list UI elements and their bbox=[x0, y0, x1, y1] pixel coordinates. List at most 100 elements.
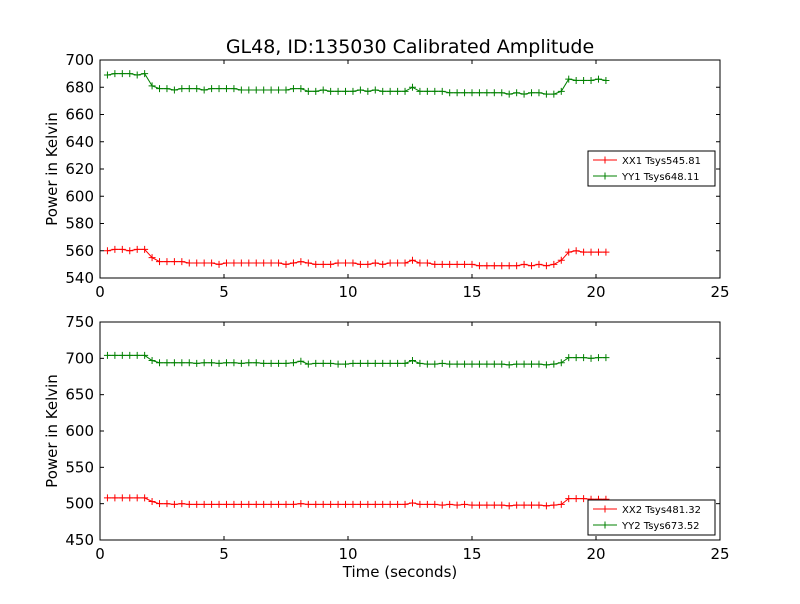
data-point bbox=[423, 259, 431, 267]
y-tick-label: 700 bbox=[65, 349, 94, 367]
data-point bbox=[319, 359, 327, 367]
data-point bbox=[215, 260, 223, 268]
data-point bbox=[557, 256, 565, 264]
y-tick-label: 500 bbox=[65, 495, 94, 513]
data-point bbox=[408, 83, 416, 91]
data-point bbox=[185, 85, 193, 93]
chart-title: GL48, ID:135030 Calibrated Amplitude bbox=[226, 36, 594, 58]
data-point bbox=[148, 357, 156, 365]
data-point bbox=[408, 256, 416, 264]
data-point bbox=[156, 500, 164, 508]
x-tick-label: 10 bbox=[338, 545, 357, 563]
data-point bbox=[252, 259, 260, 267]
legend-marker bbox=[601, 156, 609, 164]
data-point bbox=[386, 359, 394, 367]
data-point bbox=[461, 260, 469, 268]
data-point bbox=[438, 359, 446, 367]
data-point bbox=[215, 85, 223, 93]
y-axis-label: Power in Kelvin bbox=[43, 112, 61, 226]
data-point bbox=[379, 359, 387, 367]
data-point bbox=[490, 360, 498, 368]
data-point bbox=[446, 360, 454, 368]
data-point bbox=[312, 87, 320, 95]
data-point bbox=[245, 86, 253, 94]
data-point bbox=[446, 500, 454, 508]
data-point bbox=[587, 248, 595, 256]
data-point bbox=[461, 500, 469, 508]
data-point bbox=[230, 500, 238, 508]
data-point bbox=[304, 87, 312, 95]
legend-label: XX2 Tsys481.32 bbox=[622, 505, 701, 516]
data-point bbox=[468, 501, 476, 509]
data-point bbox=[208, 85, 216, 93]
data-point bbox=[141, 494, 149, 502]
data-point bbox=[304, 259, 312, 267]
data-point bbox=[312, 260, 320, 268]
data-point bbox=[133, 494, 141, 502]
data-point bbox=[513, 262, 521, 270]
data-point bbox=[111, 70, 119, 78]
data-point bbox=[438, 260, 446, 268]
series-2 bbox=[103, 70, 610, 98]
x-tick-label: 15 bbox=[462, 283, 481, 301]
data-point bbox=[334, 360, 342, 368]
data-point bbox=[103, 71, 111, 79]
data-point bbox=[379, 500, 387, 508]
data-point bbox=[193, 85, 201, 93]
data-point bbox=[312, 359, 320, 367]
data-point bbox=[446, 260, 454, 268]
legend-marker bbox=[601, 505, 609, 513]
series-1 bbox=[103, 245, 610, 270]
data-point bbox=[349, 359, 357, 367]
data-point bbox=[126, 494, 134, 502]
data-point bbox=[252, 86, 260, 94]
data-point bbox=[364, 500, 372, 508]
data-point bbox=[349, 259, 357, 267]
data-point bbox=[178, 85, 186, 93]
data-point bbox=[245, 500, 253, 508]
data-point bbox=[542, 90, 550, 98]
data-point bbox=[185, 259, 193, 267]
data-point bbox=[141, 351, 149, 359]
data-point bbox=[513, 89, 521, 97]
data-point bbox=[319, 86, 327, 94]
data-point bbox=[230, 259, 238, 267]
data-point bbox=[178, 359, 186, 367]
data-point bbox=[282, 86, 290, 94]
data-point bbox=[304, 500, 312, 508]
data-point bbox=[520, 501, 528, 509]
data-point bbox=[528, 501, 536, 509]
data-point bbox=[505, 90, 513, 98]
data-point bbox=[289, 259, 297, 267]
data-point bbox=[356, 359, 364, 367]
data-point bbox=[602, 76, 610, 84]
y-tick-label: 600 bbox=[65, 187, 94, 205]
data-point bbox=[475, 262, 483, 270]
data-point bbox=[386, 259, 394, 267]
data-point bbox=[289, 85, 297, 93]
data-point bbox=[148, 497, 156, 505]
data-point bbox=[468, 89, 476, 97]
y-tick-label: 550 bbox=[65, 458, 94, 476]
data-point bbox=[163, 258, 171, 266]
data-point bbox=[431, 87, 439, 95]
data-point bbox=[498, 89, 506, 97]
data-point bbox=[237, 359, 245, 367]
data-point bbox=[587, 76, 595, 84]
data-point bbox=[237, 259, 245, 267]
data-point bbox=[252, 500, 260, 508]
data-point bbox=[178, 258, 186, 266]
data-point bbox=[498, 262, 506, 270]
data-point bbox=[364, 260, 372, 268]
data-point bbox=[483, 262, 491, 270]
data-point bbox=[416, 500, 424, 508]
y-tick-label: 700 bbox=[65, 51, 94, 69]
data-point bbox=[156, 359, 164, 367]
data-point bbox=[297, 85, 305, 93]
data-point bbox=[103, 494, 111, 502]
data-point bbox=[297, 357, 305, 365]
legend-box bbox=[587, 499, 716, 536]
y-tick-label: 560 bbox=[65, 242, 94, 260]
data-point bbox=[565, 354, 573, 362]
